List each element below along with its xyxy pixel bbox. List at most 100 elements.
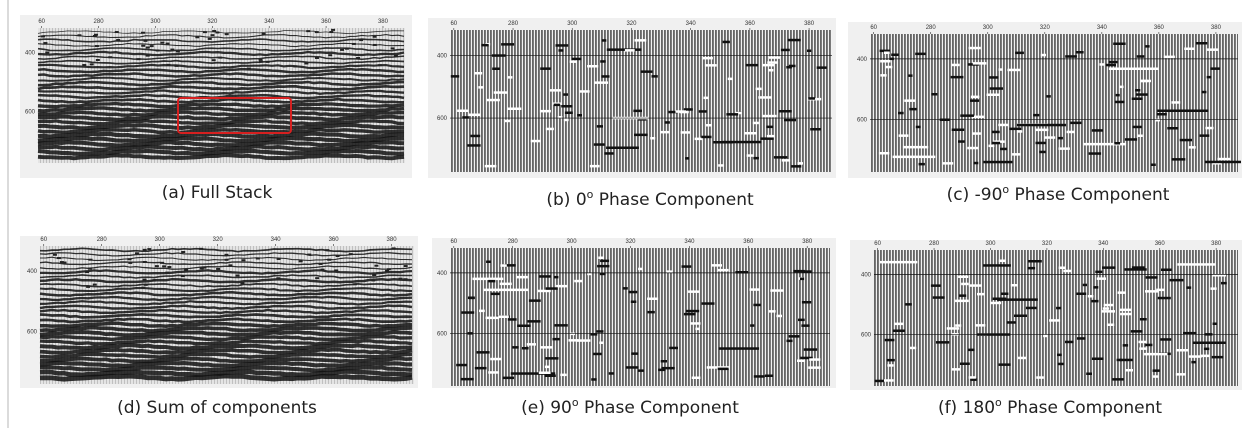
caption-degree: o (1002, 183, 1009, 196)
x-tick-label: 360 (745, 21, 756, 27)
noise (86, 285, 91, 288)
event (1199, 134, 1210, 137)
reflector (38, 76, 405, 82)
reflector (37, 114, 405, 122)
x-tick-label: 280 (508, 239, 519, 245)
noise (88, 258, 93, 261)
event (768, 56, 781, 59)
event (959, 362, 970, 365)
noise (327, 258, 332, 261)
event (1145, 290, 1159, 293)
event (961, 282, 969, 286)
reflector (37, 84, 405, 91)
event (633, 109, 642, 113)
caption-text: (f) 180 (938, 398, 995, 418)
event (1016, 123, 1066, 127)
reflector (39, 295, 413, 302)
event (935, 341, 950, 344)
event (892, 329, 905, 332)
event (461, 311, 475, 314)
event (593, 143, 605, 146)
x-tick-label: 380 (1211, 241, 1222, 247)
event (801, 324, 810, 327)
event (983, 264, 1011, 267)
event (1156, 113, 1167, 116)
event (955, 299, 969, 303)
event (1213, 162, 1221, 165)
x-tick-label: 320 (1040, 25, 1051, 31)
event (989, 76, 999, 79)
noise (170, 48, 175, 51)
event (884, 338, 895, 342)
event (722, 40, 730, 44)
event (647, 297, 659, 300)
event (776, 314, 782, 318)
event (1184, 47, 1195, 50)
event (698, 110, 707, 113)
event (800, 356, 813, 360)
event (1139, 318, 1147, 321)
noise (276, 257, 281, 260)
noise (293, 65, 298, 68)
noise (167, 266, 172, 269)
noise (241, 259, 246, 262)
event (1211, 355, 1224, 359)
caption-text: Phase Component (593, 190, 754, 210)
event (650, 137, 656, 140)
reflector (37, 101, 405, 109)
x-tick-label: 280 (97, 237, 108, 243)
noise (218, 56, 223, 59)
event (504, 264, 516, 267)
event (711, 264, 722, 267)
event (918, 162, 925, 166)
noise (45, 51, 50, 54)
event (568, 339, 579, 342)
event (563, 93, 568, 96)
event (545, 357, 559, 360)
x-tick-label: 340 (271, 237, 282, 243)
event (886, 358, 895, 362)
event (530, 139, 541, 143)
reflector (37, 38, 405, 43)
noise (228, 264, 233, 267)
event (990, 301, 1002, 305)
event (634, 39, 647, 42)
event (992, 297, 1007, 300)
noise (87, 267, 92, 270)
noise (181, 251, 186, 254)
noise (180, 275, 185, 278)
noise (212, 30, 217, 33)
event (1063, 269, 1071, 273)
event (544, 374, 556, 377)
noise (160, 41, 165, 44)
event (1043, 334, 1048, 338)
event (456, 363, 467, 367)
x-tick-label: 280 (926, 25, 937, 31)
event (481, 43, 489, 47)
reflector (39, 282, 413, 288)
noise (198, 247, 203, 250)
noise (352, 283, 357, 286)
event (557, 116, 563, 119)
event (599, 272, 606, 276)
event (1033, 113, 1040, 117)
event (972, 62, 987, 65)
noise (95, 58, 100, 61)
noise (184, 268, 189, 271)
event (460, 377, 474, 381)
noise (140, 31, 145, 34)
event (1145, 276, 1158, 279)
y-tick-label: 600 (27, 330, 38, 336)
event (1157, 109, 1209, 112)
noise (165, 42, 170, 45)
seismic-panel: 60 280 300 320 340 360 380 400 600 (a) Full Stack (20, 15, 412, 203)
event (727, 77, 733, 81)
event (1192, 341, 1226, 344)
event (1188, 146, 1196, 149)
noise (325, 249, 330, 252)
event (1139, 347, 1148, 350)
reflector (37, 122, 404, 131)
x-tick-label: 300 (567, 239, 578, 245)
event (484, 164, 497, 168)
reflector (39, 313, 413, 319)
